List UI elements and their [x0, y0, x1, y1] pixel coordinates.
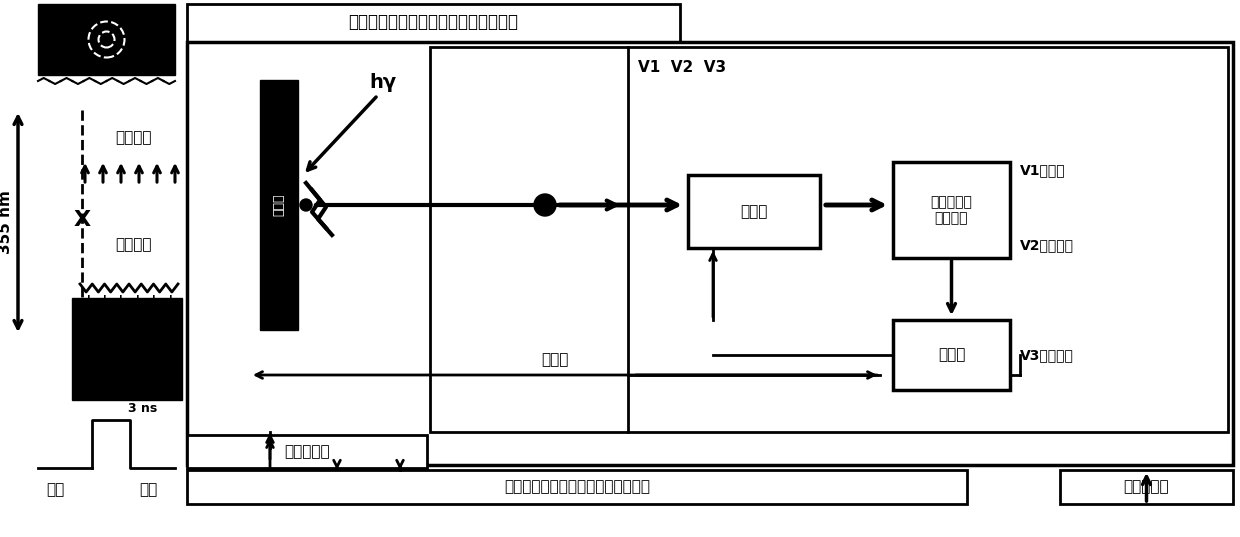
Text: 高真空系统: 高真空系统 — [1123, 480, 1169, 495]
Text: 355 nm: 355 nm — [0, 190, 14, 254]
Bar — [187, 4, 680, 42]
Text: V1  V2  V3: V1 V2 V3 — [639, 61, 727, 76]
Text: 四极杆: 四极杆 — [740, 204, 768, 219]
Bar — [72, 298, 182, 400]
Text: 电位差: 电位差 — [542, 352, 569, 367]
Text: 光生空穴: 光生空穴 — [115, 237, 151, 252]
Text: +: + — [82, 293, 94, 307]
Text: 飞行时间质: 飞行时间质 — [930, 195, 972, 209]
Text: 可变波长激光器，光斑大小和强度可调: 可变波长激光器，光斑大小和强度可调 — [348, 13, 518, 31]
Text: V3：六极杆: V3：六极杆 — [1021, 348, 1074, 362]
Text: X: X — [73, 210, 91, 230]
Circle shape — [534, 194, 556, 216]
Text: 激光: 激光 — [46, 483, 64, 497]
Bar — [688, 175, 820, 248]
Text: 3 ns: 3 ns — [128, 402, 157, 415]
Text: +: + — [99, 293, 110, 307]
Text: V1：狭缝: V1：狭缝 — [1021, 163, 1065, 177]
Text: 激光脉冲和电场同步及延时控制系统: 激光脉冲和电场同步及延时控制系统 — [503, 480, 650, 495]
Text: 大气压条件: 大气压条件 — [284, 444, 330, 459]
Text: 脉冲: 脉冲 — [139, 483, 157, 497]
Bar — [260, 80, 298, 330]
Bar — [893, 162, 1011, 258]
Text: +: + — [131, 293, 143, 307]
Text: hγ: hγ — [370, 74, 397, 92]
Bar — [893, 320, 1011, 390]
Circle shape — [300, 199, 312, 211]
Text: V2：提取极: V2：提取极 — [1021, 238, 1074, 252]
Bar — [38, 4, 175, 75]
Text: +: + — [164, 293, 176, 307]
Bar — [187, 435, 427, 468]
Bar — [187, 470, 967, 504]
Bar — [187, 42, 1233, 465]
Text: 样品池: 样品池 — [273, 194, 285, 216]
Text: 计算机: 计算机 — [937, 347, 965, 362]
Bar — [1060, 470, 1233, 504]
Text: +: + — [115, 293, 126, 307]
Text: 光生电子: 光生电子 — [115, 130, 151, 146]
Bar — [430, 47, 1228, 432]
Text: +: + — [148, 293, 160, 307]
Text: 量分析器: 量分析器 — [935, 211, 968, 225]
